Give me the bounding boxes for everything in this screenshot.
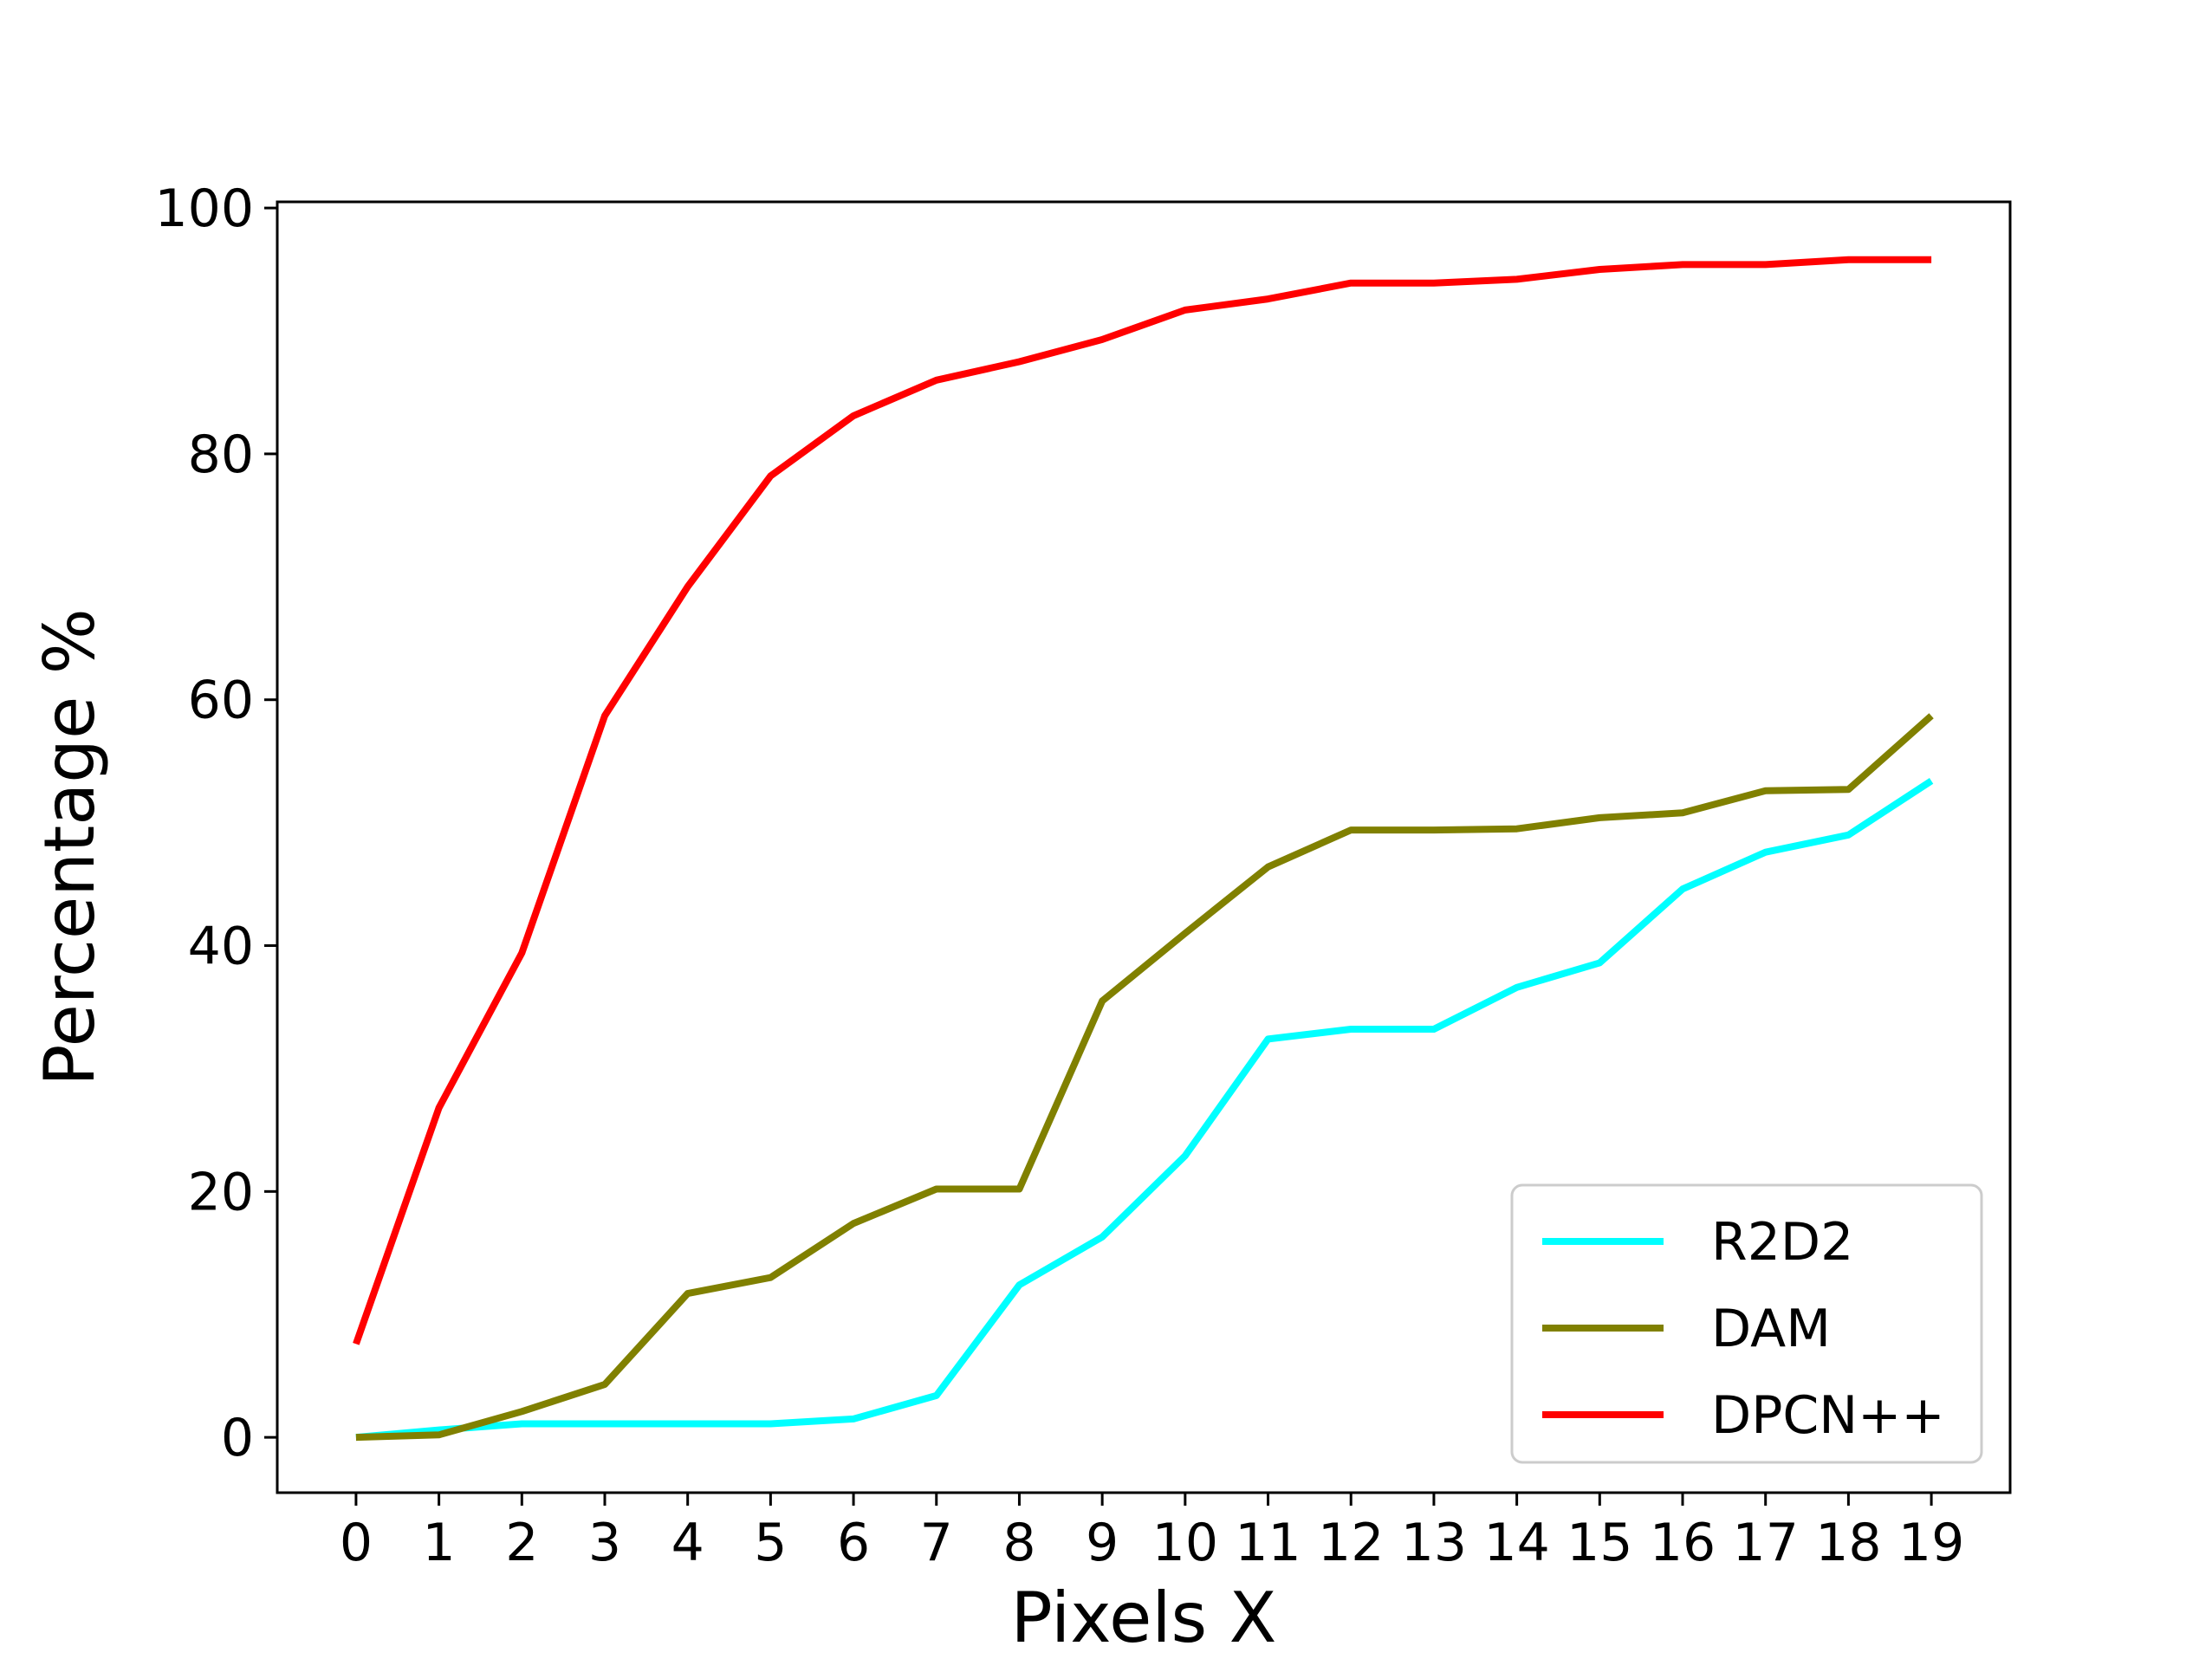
x-tick-label: 19 (1898, 1513, 1964, 1573)
x-tick-label: 16 (1650, 1513, 1716, 1573)
series-line-dam (355, 713, 1934, 1442)
x-tick-label: 17 (1733, 1513, 1799, 1573)
x-tick-label: 0 (340, 1513, 373, 1573)
y-tick-label: 0 (221, 1408, 254, 1468)
x-tick-label: 7 (920, 1513, 953, 1573)
x-tick-label: 5 (754, 1513, 787, 1573)
legend-items: R2D2 DAM DPCN++ (1542, 1212, 1945, 1446)
x-tick-label: 8 (1002, 1513, 1035, 1573)
x-tick-label: 1 (423, 1513, 456, 1573)
y-tick-label: 40 (188, 917, 254, 977)
x-tick-label: 2 (505, 1513, 538, 1573)
x-tick-label: 6 (837, 1513, 870, 1573)
y-tick-label: 20 (188, 1162, 254, 1222)
legend-box (1510, 1183, 1983, 1464)
x-tick-label: 9 (1086, 1513, 1119, 1573)
x-axis-title: Pixels X (1011, 1578, 1277, 1658)
legend: R2D2 DAM DPCN++ (1510, 1183, 1983, 1464)
x-tick-label: 4 (671, 1513, 704, 1573)
y-tick-label: 60 (188, 671, 254, 731)
y-axis-title: Percentage % (29, 608, 110, 1085)
x-tick-label: 3 (588, 1513, 621, 1573)
series-layer (353, 256, 1934, 1442)
plot-frame (276, 200, 2012, 1494)
y-tick-label: 100 (154, 178, 254, 239)
x-tick-label: 18 (1815, 1513, 1881, 1573)
x-tick-label: 14 (1483, 1513, 1549, 1573)
x-tick-label: 12 (1318, 1513, 1384, 1573)
legend-label: DPCN++ (1711, 1385, 1945, 1446)
x-tick-label: 10 (1152, 1513, 1218, 1573)
x-tick-label: 15 (1567, 1513, 1632, 1573)
series-line-r2d2 (355, 778, 1934, 1442)
legend-label: DAM (1711, 1299, 1831, 1359)
y-tick-label: 80 (188, 424, 254, 485)
ticks-layer: 0 1 2 3 4 5 6 7 8 9 10 11 12 13 14 15 16 17 18 190204060801… (154, 178, 1964, 1573)
x-tick-label: 13 (1401, 1513, 1467, 1573)
x-tick-label: 11 (1235, 1513, 1301, 1573)
legend-label: R2D2 (1711, 1212, 1853, 1273)
series-line-dpcn (353, 256, 1932, 1345)
